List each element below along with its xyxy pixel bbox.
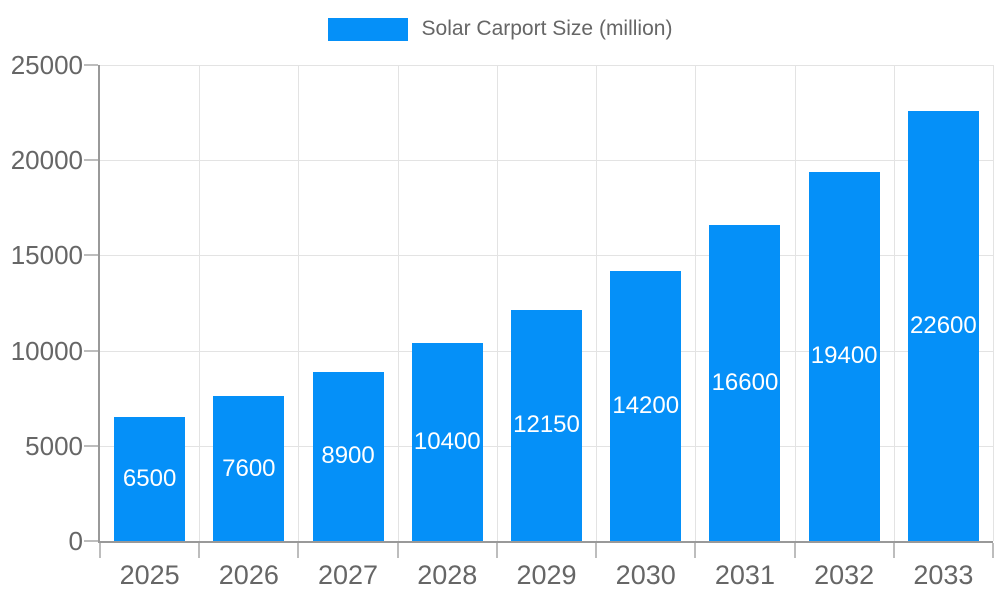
y-axis-tick xyxy=(84,540,98,542)
gridline-horizontal xyxy=(100,160,993,162)
x-axis-tick xyxy=(992,543,994,558)
bar[interactable]: 12150 xyxy=(511,309,582,541)
x-axis-line xyxy=(98,541,993,543)
bar-value-label: 16600 xyxy=(711,368,779,396)
y-axis-label: 10000 xyxy=(10,335,83,366)
gridline-vertical xyxy=(993,65,994,541)
x-axis-label: 2025 xyxy=(119,560,180,590)
x-axis-label: 2030 xyxy=(615,560,676,590)
gridline-vertical xyxy=(893,65,895,541)
x-axis-label: 2026 xyxy=(218,560,279,590)
x-axis-label: 2027 xyxy=(318,560,379,590)
bar-value-label: 12150 xyxy=(513,411,580,439)
x-axis-tick xyxy=(396,543,399,558)
x-axis-label: 2033 xyxy=(913,560,974,590)
plot-area: 0 5000 10000 15000 20000 25000 6500 2025 7600 202… xyxy=(11,52,994,589)
gridline-vertical xyxy=(596,65,598,541)
x-axis-tick xyxy=(297,543,300,558)
x-axis-tick xyxy=(99,543,101,558)
x-axis-tick xyxy=(892,543,895,558)
legend-item[interactable]: Solar Carport Size (million) xyxy=(0,17,1000,41)
gridline-horizontal xyxy=(100,65,993,66)
x-axis-label: 2028 xyxy=(417,560,478,590)
x-axis-tick xyxy=(694,543,697,558)
bar-value-label: 10400 xyxy=(413,427,481,455)
bar[interactable]: 22600 xyxy=(907,110,979,541)
bar-value-label: 22600 xyxy=(910,311,977,339)
y-axis-tick xyxy=(84,254,98,257)
gridline-vertical xyxy=(794,65,796,541)
x-axis-label: 2031 xyxy=(714,560,775,590)
gridline-vertical xyxy=(496,65,498,541)
bar[interactable]: 8900 xyxy=(312,371,384,541)
y-axis-label: 5000 xyxy=(25,430,83,461)
bar-value-label: 14200 xyxy=(612,391,680,419)
bar-value-label: 19400 xyxy=(810,342,878,370)
y-axis-tick xyxy=(84,444,98,447)
gridline-vertical xyxy=(397,65,399,541)
x-axis-tick xyxy=(793,543,796,558)
gridline-vertical xyxy=(199,65,201,541)
y-axis-label: 20000 xyxy=(10,145,83,176)
bar[interactable]: 14200 xyxy=(610,270,682,541)
legend-swatch-icon xyxy=(327,17,408,41)
x-axis-tick xyxy=(595,543,598,558)
bar[interactable]: 10400 xyxy=(411,342,483,541)
legend-label: Solar Carport Size (million) xyxy=(421,17,673,40)
bar-value-label: 7600 xyxy=(222,454,276,482)
y-axis-tick xyxy=(84,349,98,352)
x-axis-tick xyxy=(495,543,498,558)
x-axis-label: 2029 xyxy=(516,560,577,590)
y-axis-label: 15000 xyxy=(10,240,83,271)
bar[interactable]: 19400 xyxy=(808,171,880,541)
gridline-vertical xyxy=(298,65,300,541)
bar[interactable]: 7600 xyxy=(213,396,285,541)
y-axis-label: 0 xyxy=(68,526,83,556)
bar-value-label: 8900 xyxy=(321,442,375,470)
bar[interactable]: 16600 xyxy=(709,224,781,541)
bar-value-label: 6500 xyxy=(122,465,177,493)
gridline-vertical xyxy=(695,65,697,541)
y-axis-tick xyxy=(84,64,98,66)
bar[interactable]: 6500 xyxy=(114,417,186,541)
y-axis-label: 25000 xyxy=(10,50,83,80)
x-axis-tick xyxy=(198,543,201,558)
gridline-horizontal xyxy=(100,255,993,257)
y-axis-line xyxy=(98,65,100,541)
x-axis-label: 2032 xyxy=(814,560,875,590)
y-axis-tick xyxy=(84,159,98,162)
